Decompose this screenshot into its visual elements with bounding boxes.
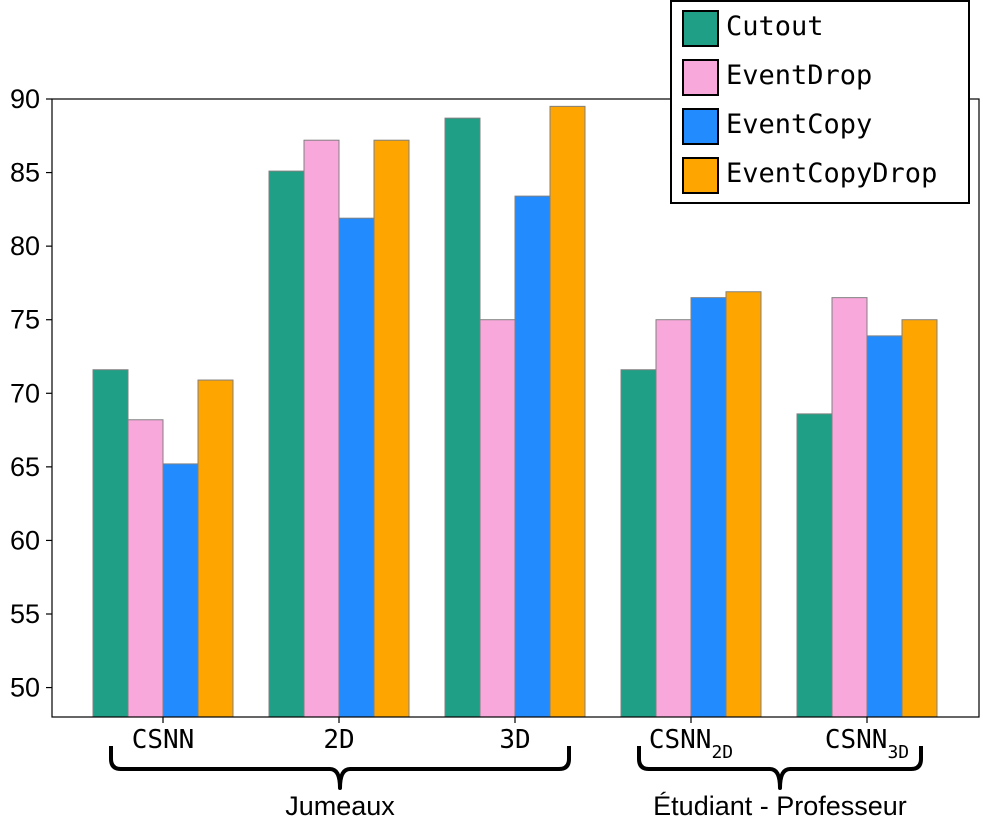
y-tick-label: 65 (10, 452, 40, 482)
bar-eventcopydrop-3 (725, 291, 762, 718)
y-tick-label: 80 (10, 231, 40, 261)
bar-eventdrop-1 (303, 139, 340, 718)
group-brace (637, 746, 923, 790)
legend-swatch (682, 59, 719, 96)
bar-eventdrop-2 (479, 319, 516, 718)
legend-swatch (682, 157, 719, 194)
bar-cutout-1 (268, 170, 305, 718)
x-axis: CSNN 2D 3D CSNN2D CSNN3D (132, 717, 909, 763)
bar-eventcopy-1 (338, 217, 375, 718)
legend-swatch (682, 108, 719, 145)
x-tick-label: CSNN2D (649, 725, 733, 763)
y-tick-label: 70 (10, 378, 40, 408)
group-brace (109, 746, 571, 790)
group-label: Jumeaux (285, 791, 395, 821)
bars-layer (92, 105, 938, 718)
y-tick-label: 55 (10, 599, 40, 629)
y-tick-label: 85 (10, 158, 40, 188)
bar-eventdrop-3 (655, 319, 692, 718)
x-tick-label: 2D (323, 725, 354, 755)
bar-eventcopydrop-1 (373, 139, 410, 718)
y-tick-label: 90 (10, 84, 40, 114)
legend-swatch (682, 10, 719, 47)
category-groups: Jumeaux Étudiant - Professeur (109, 746, 923, 821)
legend-box (670, 0, 970, 204)
bar-cutout-2 (444, 117, 481, 718)
bar-eventcopy-4 (866, 335, 903, 718)
legend-label: EventCopy (726, 109, 872, 140)
x-tick-label: CSNN3D (825, 725, 909, 763)
bar-eventcopydrop-0 (197, 379, 234, 718)
bar-eventcopy-2 (514, 195, 551, 718)
y-axis: 50 55 60 65 70 75 80 85 90 (10, 84, 52, 703)
group-label: Étudiant - Professeur (653, 791, 907, 821)
legend-label: EventDrop (726, 60, 872, 91)
x-tick-label: CSNN (132, 725, 195, 755)
legend-label: EventCopyDrop (726, 158, 937, 189)
legend-label: Cutout (726, 11, 824, 42)
bar-cutout-4 (796, 413, 833, 718)
x-tick-label: 3D (499, 725, 530, 755)
bar-eventcopydrop-4 (901, 319, 938, 718)
bar-eventdrop-0 (127, 419, 164, 718)
y-tick-label: 75 (10, 305, 40, 335)
bar-eventcopy-0 (162, 463, 199, 718)
y-tick-label: 50 (10, 673, 40, 703)
y-tick-label: 60 (10, 525, 40, 555)
legend: Cutout EventDrop EventCopy EventCopyDrop (670, 0, 970, 204)
bar-eventcopydrop-2 (549, 105, 586, 718)
bar-eventdrop-4 (831, 297, 868, 718)
bar-eventcopy-3 (690, 297, 727, 718)
bar-cutout-3 (620, 369, 657, 718)
bar-cutout-0 (92, 369, 129, 718)
